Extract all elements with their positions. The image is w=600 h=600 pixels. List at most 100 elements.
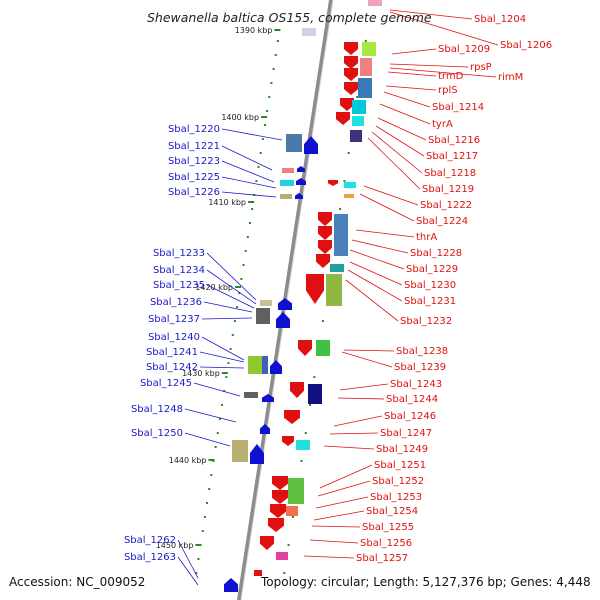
track-dot [214,446,217,448]
gene-label: trmD [438,71,464,82]
gene-arrow [278,298,292,310]
label-leader [177,556,199,586]
gene-label: Sbal_1220 [168,124,220,135]
gene-arrow [272,476,288,490]
track-dot [266,110,269,112]
gene-label: Sbal_1228 [410,248,462,259]
label-leader [317,480,371,497]
track-dot [248,222,251,224]
gene-label: Sbal_1219 [422,184,474,195]
gene-arrow [298,340,312,356]
map-title: Shewanella baltica OS155, complete genom… [147,10,432,25]
gene-arrow [260,424,270,434]
gene-block [308,384,322,404]
gene-block [262,356,268,374]
gene-arrow [297,166,305,172]
gene-label: Sbal_1224 [416,216,468,227]
gene-label: Sbal_1255 [362,522,414,533]
gene-arrow [270,504,286,518]
gene-label: Sbal_1226 [168,187,220,198]
gene-block [334,214,348,256]
gene-block [362,42,376,56]
track-dot [304,432,307,434]
track-dot [201,530,204,532]
label-leader [389,9,473,20]
gene-label: tyrA [432,119,453,130]
track-dot [218,418,221,420]
gene-arrow [304,136,318,154]
gene-arrow [318,226,332,240]
label-leader [329,432,379,435]
gene-label: Sbal_1245 [140,378,192,389]
gene-arrow [336,112,350,125]
gene-arrow [328,180,338,186]
track-dot [238,292,241,294]
gene-label: Sbal_1246 [384,411,436,422]
label-leader [375,125,425,157]
track-dot [313,376,316,378]
track-dot [225,376,228,378]
label-leader [309,539,359,544]
label-leader [355,229,415,238]
gene-block [280,180,294,186]
gene-block [350,130,362,142]
gene-block [286,506,298,516]
label-leader [206,252,257,301]
track-dot [210,474,213,476]
label-leader [347,269,403,302]
gene-arrow [344,56,358,69]
track-dot [300,460,303,462]
track-dot [233,320,236,322]
gene-block [302,28,316,36]
gene-label: Sbal_1248 [131,404,183,415]
gene-label: Sbal_1237 [148,314,200,325]
gene-block [330,264,344,272]
gene-block [368,0,382,6]
gene-label: Sbal_1252 [372,476,424,487]
gene-label: Sbal_1229 [406,264,458,275]
gene-arrow [272,490,288,504]
gene-label: Sbal_1239 [394,362,446,373]
gene-label: Sbal_1262 [124,535,176,546]
kbp-marker: 1440 kbp [169,456,207,465]
track-dot [208,488,211,490]
gene-label: Sbal_1253 [370,492,422,503]
gene-arrow [344,68,358,81]
label-leader [341,351,393,368]
track-dot [276,40,279,42]
gene-arrow [282,436,294,446]
gene-block [288,478,304,504]
accession-text: Accession: NC_009052 [9,575,145,589]
label-leader [319,464,373,489]
gene-label: Sbal_1257 [356,553,408,564]
gene-block [316,340,330,356]
gene-label: thrA [416,232,437,243]
gene-arrow [318,240,332,254]
gene-label: Sbal_1206 [500,40,552,51]
label-leader [221,176,277,189]
gene-label: rpsP [470,62,492,73]
kbp-marker: 1450 kbp [156,541,194,550]
topology-text: Topology: circular; Length: 5,127,376 bp… [260,575,591,589]
gene-arrow [295,193,303,199]
gene-label: Sbal_1223 [168,156,220,167]
track-dot [231,334,234,336]
gene-block [282,168,294,173]
kbp-marker: 1420 kbp [195,283,233,292]
track-dot [339,208,342,210]
gene-label: Sbal_1244 [386,394,438,405]
label-leader [343,349,395,352]
track-dot [229,348,232,350]
label-leader [184,432,231,447]
gene-label: Sbal_1218 [424,168,476,179]
label-leader [349,261,403,286]
gene-label: Sbal_1241 [146,347,198,358]
gene-arrow [276,312,290,328]
label-leader [177,539,199,579]
gene-label: Sbal_1232 [400,316,452,327]
label-leader [349,249,405,270]
gene-label: Sbal_1217 [426,151,478,162]
track-dot [223,390,226,392]
kbp-marker: 1430 kbp [182,369,220,378]
